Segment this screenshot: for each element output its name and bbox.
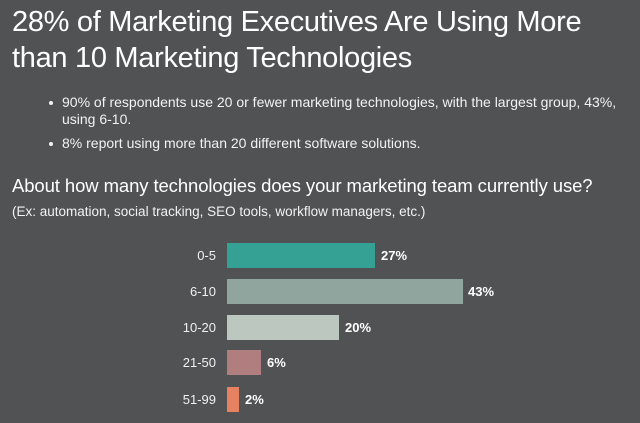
value-label: 2%	[245, 392, 264, 407]
bar-6-10	[227, 279, 463, 304]
value-label: 43%	[468, 284, 495, 299]
page-title: 28% of Marketing Executives Are Using Mo…	[12, 6, 582, 74]
category-label: 21-50	[182, 355, 216, 370]
chart-question: About how many technologies does your ma…	[12, 175, 593, 196]
bullet-item: 8% report using more than 20 different s…	[48, 135, 628, 152]
category-label: 51-99	[182, 392, 216, 407]
chart-row-10-20: 10-20 20%	[0, 315, 640, 340]
category-label: 0-5	[197, 248, 216, 263]
bullet-item: 90% of respondents use 20 or fewer marke…	[48, 94, 628, 128]
bar-10-20	[227, 315, 339, 340]
category-label: 10-20	[182, 320, 216, 335]
chart-row-0-5: 0-5 27%	[0, 243, 640, 268]
bar-0-5	[227, 243, 375, 268]
value-label: 20%	[345, 320, 372, 335]
chart-row-6-10: 6-10 43%	[0, 279, 640, 304]
chart-row-21-50: 21-50 6%	[0, 350, 640, 375]
category-label: 6-10	[189, 284, 216, 299]
value-label: 6%	[267, 355, 286, 370]
chart-row-51-99: 51-99 2%	[0, 387, 640, 412]
key-findings-list: 90% of respondents use 20 or fewer marke…	[48, 94, 628, 159]
value-label: 27%	[381, 248, 408, 263]
bar-21-50	[227, 350, 261, 375]
bar-51-99	[227, 387, 239, 412]
chart-question-subtext: (Ex: automation, social tracking, SEO to…	[12, 204, 426, 219]
